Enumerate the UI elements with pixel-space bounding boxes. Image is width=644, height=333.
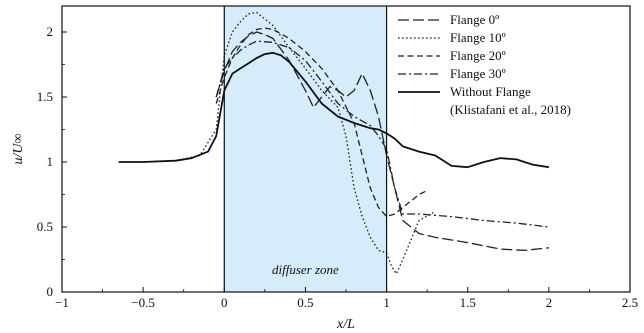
y-tick-label: 1 (47, 154, 54, 169)
x-tick-label: −0.5 (131, 295, 155, 310)
series-line-2 (118, 11, 436, 275)
series-line-4 (215, 40, 549, 228)
series-line-5 (118, 51, 550, 169)
legend-citation: (Klistafani et al., 2018) (450, 102, 571, 117)
diffuser-zone-shading (224, 6, 387, 292)
series-line-1 (215, 31, 549, 252)
x-tick-label: 2.5 (622, 295, 638, 310)
x-tick-label: 0.5 (297, 295, 313, 310)
y-tick-label: 1.5 (37, 89, 53, 104)
series-layer (118, 11, 550, 275)
x-axis-title: x/L (336, 317, 355, 332)
series-line-3 (215, 27, 428, 218)
legend-label-2: Flange 10º (450, 30, 506, 45)
x-axis-ticks: −1 −0.5 0 0.5 1 1.5 2 2.5 (55, 287, 638, 310)
x-tick-label: 0 (221, 295, 228, 310)
x-tick-label: 1 (383, 295, 390, 310)
legend: Flange 0º Flange 10º Flange 20º Flange 30º W… (398, 12, 571, 117)
x-tick-label: 2 (546, 295, 553, 310)
y-tick-label: 2 (47, 24, 54, 39)
legend-label-3: Flange 20º (450, 48, 506, 63)
legend-label-1: Flange 0º (450, 12, 499, 27)
y-axis-title: u/U∞ (11, 133, 26, 164)
x-tick-label: −1 (55, 295, 69, 310)
legend-label-4: Flange 30º (450, 66, 506, 81)
y-axis-ticks: 0 0.5 1 1.5 2 (37, 24, 67, 299)
y-tick-label: 0 (47, 284, 54, 299)
diffuser-zone-label: diffuser zone (272, 262, 339, 277)
x-tick-label: 1.5 (460, 295, 476, 310)
legend-label-5: Without Flange (450, 84, 531, 99)
y-tick-label: 0.5 (37, 219, 53, 234)
